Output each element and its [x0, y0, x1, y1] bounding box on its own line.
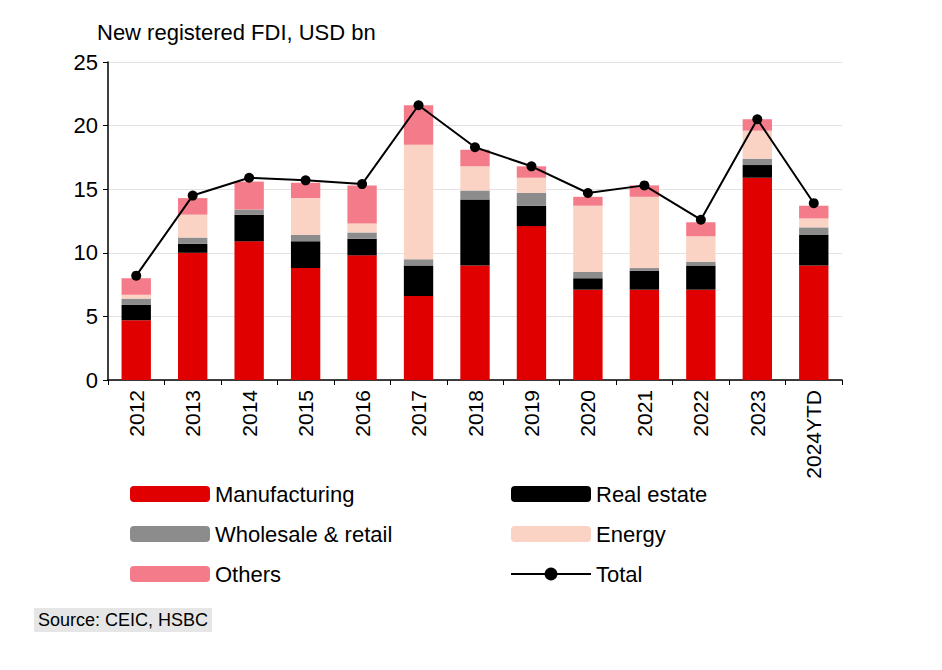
svg-text:2021: 2021: [633, 390, 656, 437]
svg-text:Manufacturing: Manufacturing: [215, 482, 354, 507]
svg-text:15: 15: [74, 177, 98, 202]
svg-text:Total: Total: [596, 562, 642, 587]
svg-text:2019: 2019: [520, 390, 543, 437]
svg-text:25: 25: [74, 50, 98, 75]
svg-text:Energy: Energy: [596, 522, 666, 547]
svg-text:Real estate: Real estate: [596, 482, 707, 507]
svg-text:0: 0: [86, 368, 98, 393]
svg-text:2024YTD: 2024YTD: [802, 390, 825, 479]
svg-text:2017: 2017: [407, 390, 430, 437]
svg-text:2015: 2015: [294, 390, 317, 437]
svg-text:Wholesale & retail: Wholesale & retail: [215, 522, 392, 547]
svg-text:2022: 2022: [689, 390, 712, 437]
svg-text:2013: 2013: [181, 390, 204, 437]
svg-text:New registered FDI, USD bn: New registered FDI, USD bn: [97, 20, 376, 45]
svg-text:2014: 2014: [238, 390, 261, 437]
svg-text:2012: 2012: [125, 390, 148, 437]
svg-text:Source: CEIC, HSBC: Source: CEIC, HSBC: [38, 610, 208, 630]
svg-text:2023: 2023: [746, 390, 769, 437]
svg-text:10: 10: [74, 240, 98, 265]
svg-text:Others: Others: [215, 562, 281, 587]
svg-text:2018: 2018: [464, 390, 487, 437]
svg-text:20: 20: [74, 113, 98, 138]
svg-text:2016: 2016: [351, 390, 374, 437]
svg-text:2020: 2020: [576, 390, 599, 437]
svg-text:5: 5: [86, 304, 98, 329]
